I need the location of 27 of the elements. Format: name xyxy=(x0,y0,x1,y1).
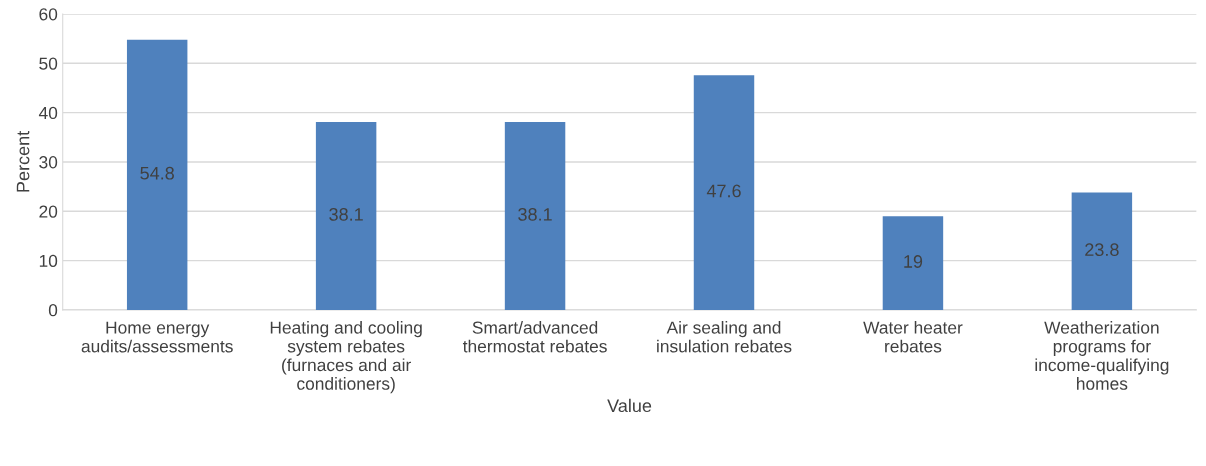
x-tick-label: Heating and cooling system rebates (furnaces and air conditioners) xyxy=(270,321,422,394)
bar xyxy=(504,121,566,310)
y-tick-label: 40 xyxy=(38,106,58,120)
y-tick-label: 0 xyxy=(48,304,58,317)
y-tick-label: 60 xyxy=(39,8,58,21)
y-tick-label: 30 xyxy=(39,156,58,169)
x-tick-label: Water heater rebates xyxy=(863,321,963,353)
x-tick-label: Weatherization programs for income-qualifying homes xyxy=(1035,321,1169,390)
bar xyxy=(126,39,188,310)
data-label: 19 xyxy=(904,255,923,268)
y-tick-label: 50 xyxy=(39,57,58,70)
data-label: 54.8 xyxy=(140,166,174,180)
x-axis-title: Value xyxy=(607,398,652,413)
data-label: 23.8 xyxy=(1085,243,1119,257)
bar xyxy=(315,121,377,310)
y-axis-title: Percent xyxy=(16,130,30,192)
bar xyxy=(1071,192,1133,310)
data-label: 47.6 xyxy=(706,184,741,198)
bar xyxy=(693,75,755,310)
x-tick-label: Home energy audits/assessments xyxy=(81,321,233,353)
x-tick-label: Smart/advanced thermostat rebates xyxy=(462,321,607,353)
x-tick-label: Air sealing and insulation rebates xyxy=(657,321,792,353)
data-label: 38.1 xyxy=(518,208,552,221)
y-tick-label: 10 xyxy=(39,254,58,268)
y-tick-label: 20 xyxy=(39,205,58,218)
bar xyxy=(882,216,944,310)
data-label: 38.1 xyxy=(329,208,363,221)
